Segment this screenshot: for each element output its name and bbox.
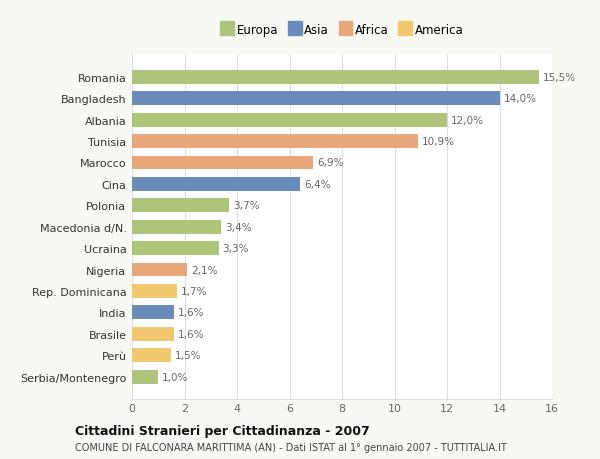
Text: 12,0%: 12,0%: [451, 115, 484, 125]
Text: 1,6%: 1,6%: [178, 308, 205, 318]
Bar: [132, 156, 313, 170]
Bar: [132, 220, 221, 234]
Text: 3,3%: 3,3%: [223, 244, 249, 253]
Text: 6,9%: 6,9%: [317, 158, 344, 168]
Text: 6,4%: 6,4%: [304, 179, 331, 190]
Text: COMUNE DI FALCONARA MARITTIMA (AN) - Dati ISTAT al 1° gennaio 2007 - TUTTITALIA.: COMUNE DI FALCONARA MARITTIMA (AN) - Dat…: [75, 442, 507, 452]
Text: 3,7%: 3,7%: [233, 201, 260, 211]
Bar: [132, 113, 447, 127]
Text: 1,5%: 1,5%: [175, 350, 202, 360]
Bar: [132, 327, 174, 341]
Bar: [132, 348, 172, 362]
Text: 3,4%: 3,4%: [225, 222, 251, 232]
Text: 2,1%: 2,1%: [191, 265, 218, 275]
Text: 10,9%: 10,9%: [422, 137, 455, 147]
Bar: [132, 135, 418, 149]
Bar: [132, 199, 229, 213]
Bar: [132, 306, 174, 319]
Text: 1,7%: 1,7%: [181, 286, 207, 296]
Bar: [132, 241, 218, 256]
Bar: [132, 370, 158, 384]
Bar: [132, 92, 499, 106]
Text: 1,0%: 1,0%: [162, 372, 188, 382]
Bar: [132, 71, 539, 84]
Text: 15,5%: 15,5%: [543, 73, 576, 83]
Bar: [132, 284, 176, 298]
Text: 1,6%: 1,6%: [178, 329, 205, 339]
Text: 14,0%: 14,0%: [503, 94, 536, 104]
Bar: [132, 178, 300, 191]
Legend: Europa, Asia, Africa, America: Europa, Asia, Africa, America: [215, 20, 469, 42]
Text: Cittadini Stranieri per Cittadinanza - 2007: Cittadini Stranieri per Cittadinanza - 2…: [75, 424, 370, 437]
Bar: [132, 263, 187, 277]
